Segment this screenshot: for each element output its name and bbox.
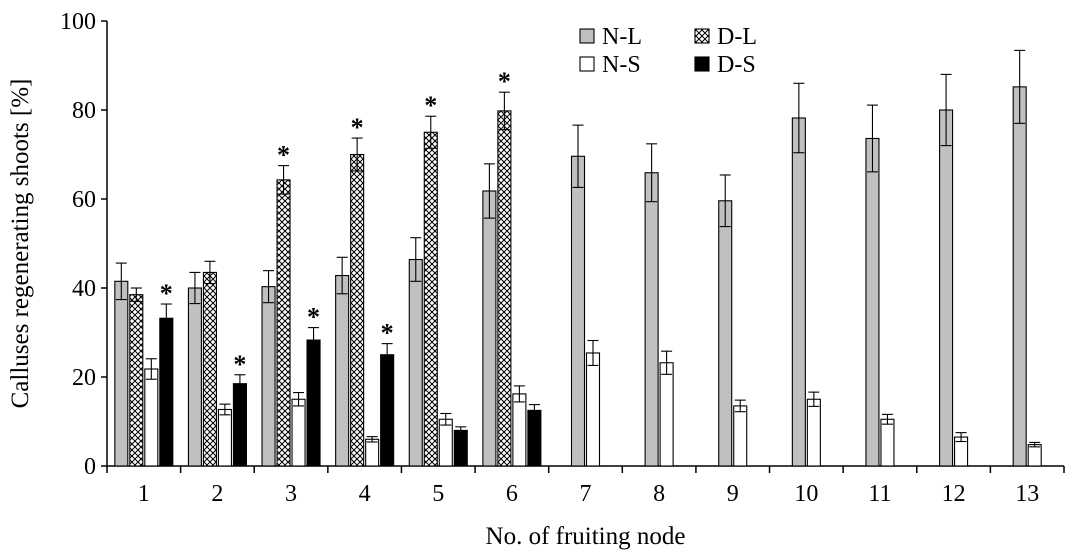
bar-n-l-8 <box>644 172 659 467</box>
legend-swatch-d-s <box>694 56 710 72</box>
x-tick-label: 8 <box>653 481 665 507</box>
bar-n-s-5 <box>438 418 453 467</box>
x-tick-label: 6 <box>506 481 518 507</box>
bar-n-l-3 <box>261 286 276 467</box>
significance-marker: * <box>424 91 437 120</box>
significance-marker: * <box>498 67 511 96</box>
bar-n-s-13 <box>1027 444 1042 467</box>
bar-n-l-10 <box>791 117 806 467</box>
bar-n-l-4 <box>335 274 350 467</box>
bar-d-s-2 <box>232 383 247 467</box>
bar-n-s-3 <box>291 398 306 467</box>
x-tick-label: 3 <box>285 481 297 507</box>
significance-marker: * <box>277 141 290 170</box>
significance-marker: * <box>381 319 394 348</box>
bar-n-l-2 <box>187 287 202 467</box>
bar-d-s-1 <box>159 317 174 467</box>
legend-swatch-n-l <box>579 28 595 44</box>
bar-d-l-6 <box>497 110 512 467</box>
bar-n-s-7 <box>585 352 601 467</box>
y-tick-label: 40 <box>72 276 96 302</box>
bar-n-l-12 <box>939 109 954 467</box>
x-axis-title: No. of fruiting node <box>486 523 686 550</box>
legend-label-d-l: D-L <box>717 24 757 50</box>
bar-d-s-4 <box>380 354 395 467</box>
x-tick-label: 7 <box>580 481 592 507</box>
bar-n-s-11 <box>880 418 895 467</box>
bar-d-l-3 <box>276 179 291 467</box>
significance-marker: * <box>160 279 173 308</box>
bar-d-l-1 <box>129 294 144 467</box>
bar-n-l-7 <box>570 155 586 467</box>
legend-label-n-s: N-S <box>602 52 641 78</box>
significance-marker: * <box>233 350 246 379</box>
x-tick-label: 11 <box>868 481 891 507</box>
x-tick-label: 2 <box>211 481 223 507</box>
bar-n-l-9 <box>718 200 733 467</box>
bar-n-l-6 <box>482 190 497 467</box>
legend-label-n-l: N-L <box>602 24 642 50</box>
x-tick-label: 10 <box>794 481 818 507</box>
x-tick-label: 5 <box>432 481 444 507</box>
bar-n-s-2 <box>217 408 232 467</box>
bar-n-l-5 <box>408 258 423 467</box>
bar-d-s-6 <box>527 409 542 467</box>
y-tick-label: 20 <box>72 365 96 391</box>
bar-n-s-6 <box>512 393 527 467</box>
y-tick-label: 100 <box>60 9 96 35</box>
bar-d-l-4 <box>350 153 365 467</box>
legend-label-d-s: D-S <box>717 52 756 78</box>
x-tick-label: 4 <box>359 481 371 507</box>
y-tick-label: 0 <box>84 454 96 480</box>
bar-n-l-13 <box>1012 86 1027 467</box>
x-tick-label: 12 <box>942 481 966 507</box>
bar-d-s-3 <box>306 339 321 467</box>
bar-n-l-1 <box>114 280 129 467</box>
bar-n-s-1 <box>144 368 159 467</box>
significance-marker: * <box>351 113 364 142</box>
bar-n-s-9 <box>733 405 748 467</box>
bar-d-l-2 <box>202 271 217 467</box>
legend: N-L D-L N-S D-S <box>579 24 757 78</box>
y-axis-title: Calluses regenerating shoots [%] <box>7 79 34 409</box>
x-tick-label: 1 <box>138 481 150 507</box>
bar-n-s-10 <box>806 398 821 467</box>
bar-n-l-11 <box>865 137 880 467</box>
bar-d-s-5 <box>453 429 468 467</box>
bar-d-l-5 <box>423 131 438 467</box>
bar-n-s-4 <box>365 438 380 467</box>
x-tick-label: 9 <box>727 481 739 507</box>
legend-swatch-n-s <box>579 56 595 72</box>
x-tick-label: 13 <box>1015 481 1039 507</box>
bar-n-s-8 <box>659 362 674 467</box>
y-tick-label: 80 <box>72 98 96 124</box>
legend-swatch-d-l <box>694 28 710 44</box>
y-tick-label: 60 <box>72 187 96 213</box>
significance-marker: * <box>307 303 320 332</box>
